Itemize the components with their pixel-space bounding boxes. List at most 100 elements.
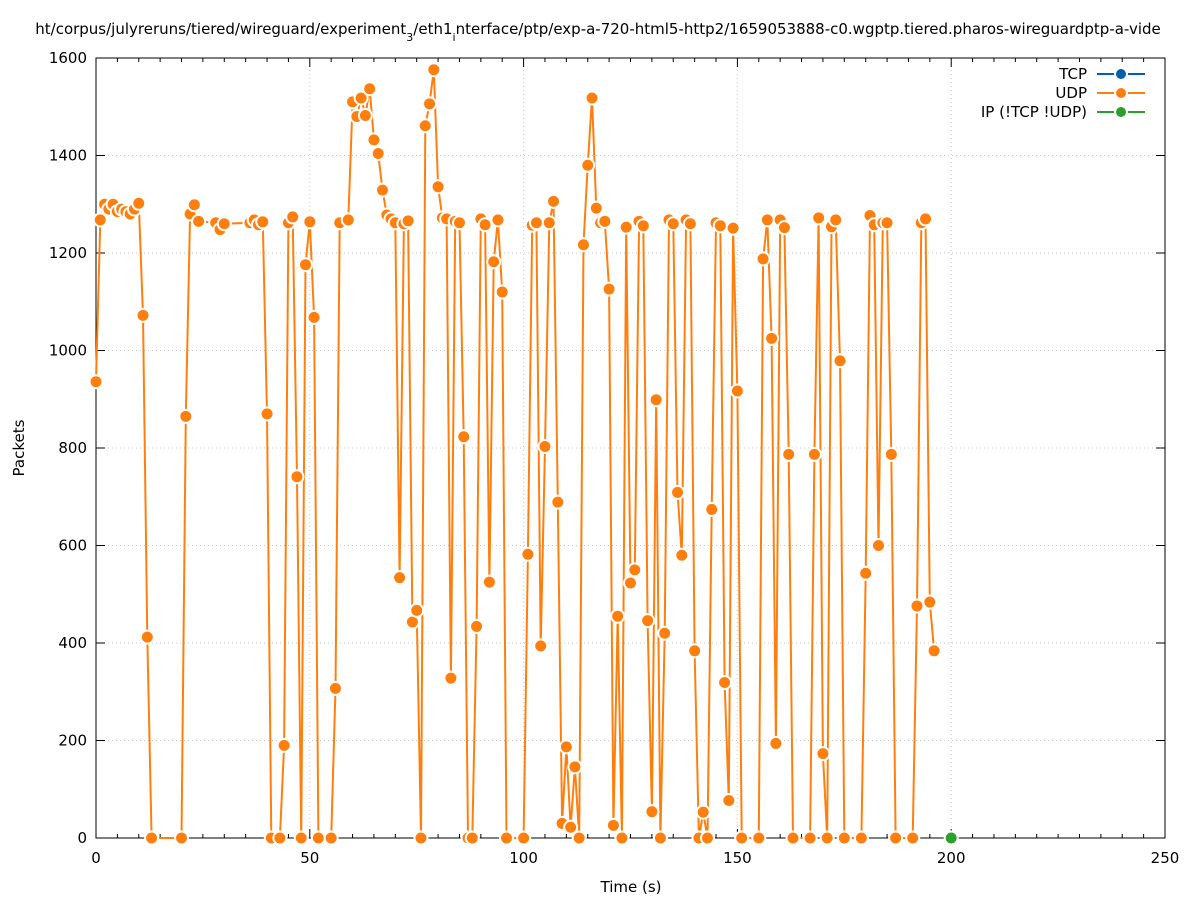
x-tick-label: 150 [723,849,752,867]
data-point [644,804,660,820]
legend-label: UDP [1055,84,1087,102]
data-point [605,817,621,833]
x-tick-label: 250 [1151,849,1180,867]
data-point [725,220,741,236]
data-point [888,830,904,846]
data-point [302,214,318,230]
data-point [392,570,408,586]
data-point [665,216,681,232]
data-point [614,830,630,846]
data-point [943,830,959,846]
data-point [729,383,745,399]
data-point [584,90,600,106]
data-point [357,108,373,124]
data-point [755,251,771,267]
data-point [541,215,557,231]
y-tick-label: 200 [58,732,87,750]
legend-label: TCP [1058,65,1087,83]
data-point [486,254,502,270]
data-point [550,494,566,510]
data-point [712,218,728,234]
data-point [174,830,190,846]
data-point [618,219,634,235]
title-part: i [453,31,456,44]
data-point [922,594,938,610]
data-point [858,565,874,581]
data-point [310,830,326,846]
data-point [456,429,472,445]
data-point [734,830,750,846]
data-point [563,819,579,835]
title-part: ht/corpus/julyreruns/tiered/wireguard/ex… [35,20,406,38]
data-point [528,215,544,231]
data-point [601,281,617,297]
legend-swatch-marker [1114,105,1128,119]
data-point [417,118,433,134]
data-point [670,484,686,500]
data-point [695,804,711,820]
data-point [699,830,715,846]
data-point [353,90,369,106]
data-point [135,307,151,323]
data-point [516,830,532,846]
data-point [815,746,831,762]
data-point [362,81,378,97]
data-point [464,830,480,846]
data-point [481,574,497,590]
data-point [704,501,720,517]
data-point [430,179,446,195]
data-point [610,608,626,624]
data-point [721,792,737,808]
data-point [836,830,852,846]
data-point [178,408,194,424]
data-point [490,212,506,228]
x-tick-label: 200 [937,849,966,867]
series-1 [88,62,942,846]
data-point [259,406,275,422]
data-point [216,216,232,232]
data-point [926,643,942,659]
data-point [276,737,292,753]
data-point [533,638,549,654]
data-point [426,62,442,78]
data-point [575,237,591,253]
data-point [298,257,314,273]
data-point [323,830,339,846]
title-part: nterface/ptp/exp-a-720-html5-http2/16590… [456,20,1161,38]
data-point [785,830,801,846]
x-tick-label: 50 [300,849,319,867]
data-point [674,547,690,563]
data-point [909,598,925,614]
data-point [580,157,596,173]
data-point [413,830,429,846]
data-point [853,830,869,846]
data-point [648,392,664,408]
series-2 [943,830,959,846]
data-point [451,215,467,231]
data-point [871,538,887,553]
title-part: 3 [406,31,413,44]
data-point [768,735,784,751]
data-point [144,830,160,846]
x-axis-title: Time (s) [600,878,662,896]
data-point [289,469,305,485]
chart-title: ht/corpus/julyreruns/tiered/wireguard/ex… [35,20,1161,44]
data-point [879,215,895,231]
data-point [828,212,844,228]
data-point [819,830,835,846]
data-point [627,562,643,578]
data-point [623,575,638,591]
y-tick-label: 1000 [49,342,87,360]
data-point [469,618,485,634]
data-point [272,830,288,846]
data-point [191,213,207,229]
legend-swatch-marker [1114,86,1128,100]
data-point [781,446,797,462]
y-axis: 0 200 400 600 800 1000 1200 1400 1600 [49,49,1165,847]
data-point [520,546,536,562]
data-point [400,213,416,229]
data-point [409,602,425,618]
data-point [918,211,934,227]
y-tick-label: 400 [58,634,87,652]
